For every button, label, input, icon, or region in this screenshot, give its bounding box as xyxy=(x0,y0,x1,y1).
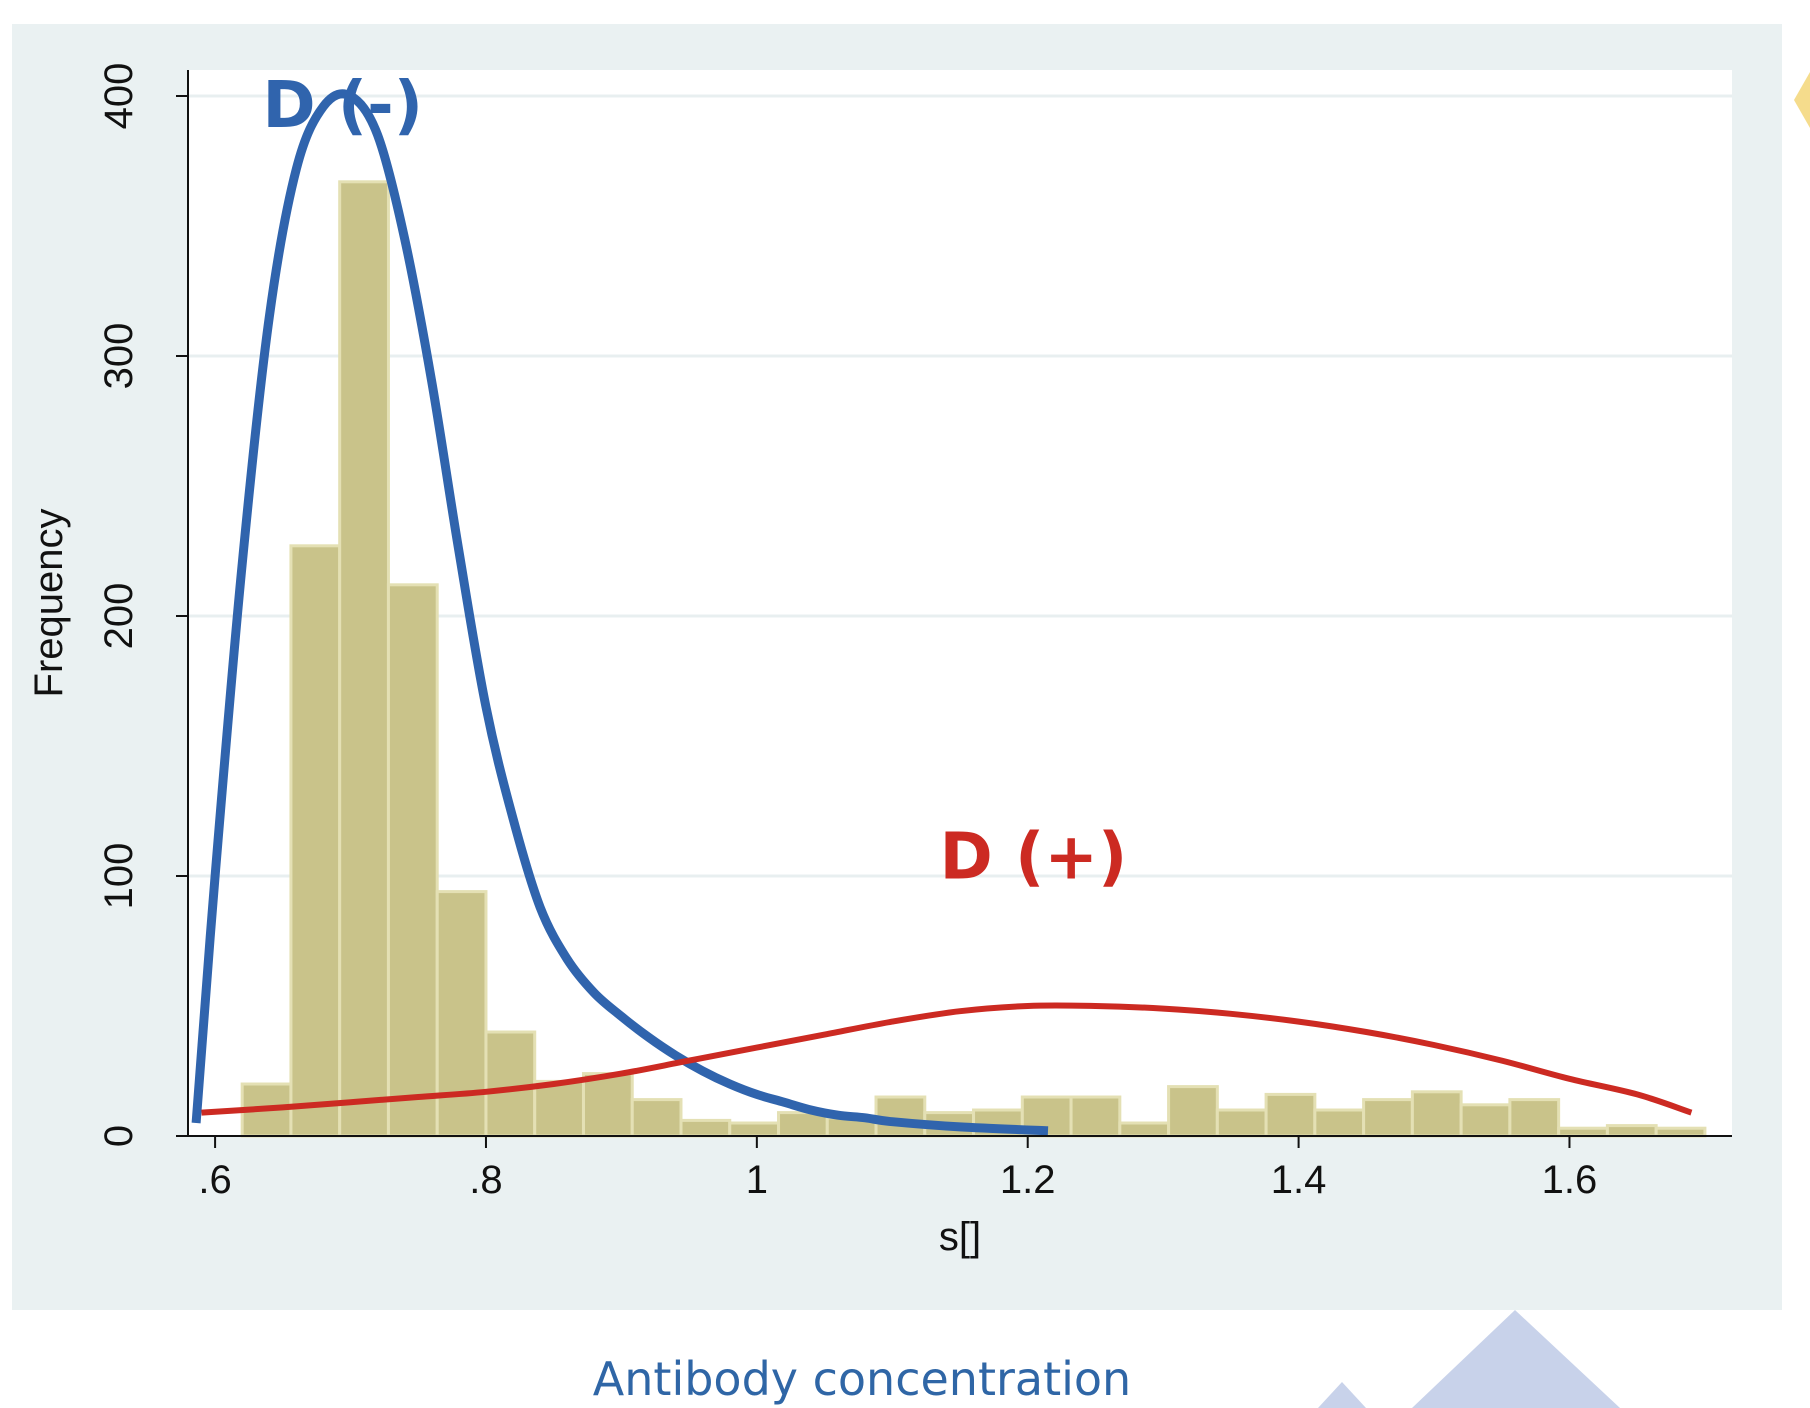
y-tick-label: 300 xyxy=(97,323,141,390)
gridlines xyxy=(188,94,1732,878)
curve-label: D (+) xyxy=(940,821,1128,895)
curve-label: D (-) xyxy=(262,69,422,143)
histogram-bar xyxy=(435,890,488,1138)
y-tick-label: 0 xyxy=(97,1125,141,1147)
y-tick-label: 200 xyxy=(97,583,141,650)
x-tick-label: 1.2 xyxy=(1000,1158,1056,1202)
y-tick-label: 100 xyxy=(97,843,141,910)
histogram-bar xyxy=(728,1121,781,1138)
histogram-bar xyxy=(1215,1108,1268,1138)
chart-caption: Antibody concentration xyxy=(593,1352,1131,1406)
histogram-bar xyxy=(1410,1090,1463,1138)
x-tick-label: 1.4 xyxy=(1271,1158,1327,1202)
histogram-bar xyxy=(533,1079,585,1138)
histogram-bar xyxy=(1654,1126,1707,1138)
histogram-bar xyxy=(289,544,342,1138)
histogram-bar xyxy=(1264,1092,1317,1138)
x-tick-label: 1 xyxy=(746,1158,768,1202)
density-curve xyxy=(201,1002,1693,1116)
axes xyxy=(187,70,1732,1137)
histogram-bar xyxy=(1362,1098,1414,1138)
density-curves xyxy=(191,89,1693,1136)
decorative-triangle-small xyxy=(1318,1382,1366,1408)
decorative-triangle-large xyxy=(1412,1310,1620,1408)
curve-labels: D (-) D (+) xyxy=(262,69,1127,894)
decorative-diamond xyxy=(1794,72,1810,128)
histogram-bar xyxy=(484,1030,537,1138)
histogram-bar xyxy=(1508,1098,1561,1138)
x-tick-label: .6 xyxy=(198,1158,231,1202)
x-axis-title: s[] xyxy=(939,1215,981,1259)
histogram-bar xyxy=(386,583,439,1138)
histogram-bar xyxy=(1313,1108,1366,1138)
x-tick-label: .8 xyxy=(469,1158,502,1202)
axis-ticks: 0 100 200 300 400 .6 .8 1 1.2 1.4 1.6 xyxy=(97,63,1597,1202)
y-axis-title: Frequency xyxy=(27,509,71,698)
density-curve xyxy=(191,89,1049,1136)
histogram-bar xyxy=(338,180,390,1138)
histogram-bar xyxy=(1459,1103,1512,1138)
y-tick-label: 400 xyxy=(97,63,141,130)
histogram-bar xyxy=(581,1072,634,1138)
x-tick-label: 1.6 xyxy=(1542,1158,1598,1202)
histogram-bar xyxy=(630,1098,683,1138)
histogram-bar xyxy=(679,1118,732,1138)
histogram-bar xyxy=(1118,1121,1171,1138)
histogram-bar xyxy=(1605,1124,1658,1138)
histogram-bar xyxy=(1069,1095,1122,1138)
histogram-bar xyxy=(1167,1085,1219,1138)
histogram-bar xyxy=(1557,1126,1609,1138)
